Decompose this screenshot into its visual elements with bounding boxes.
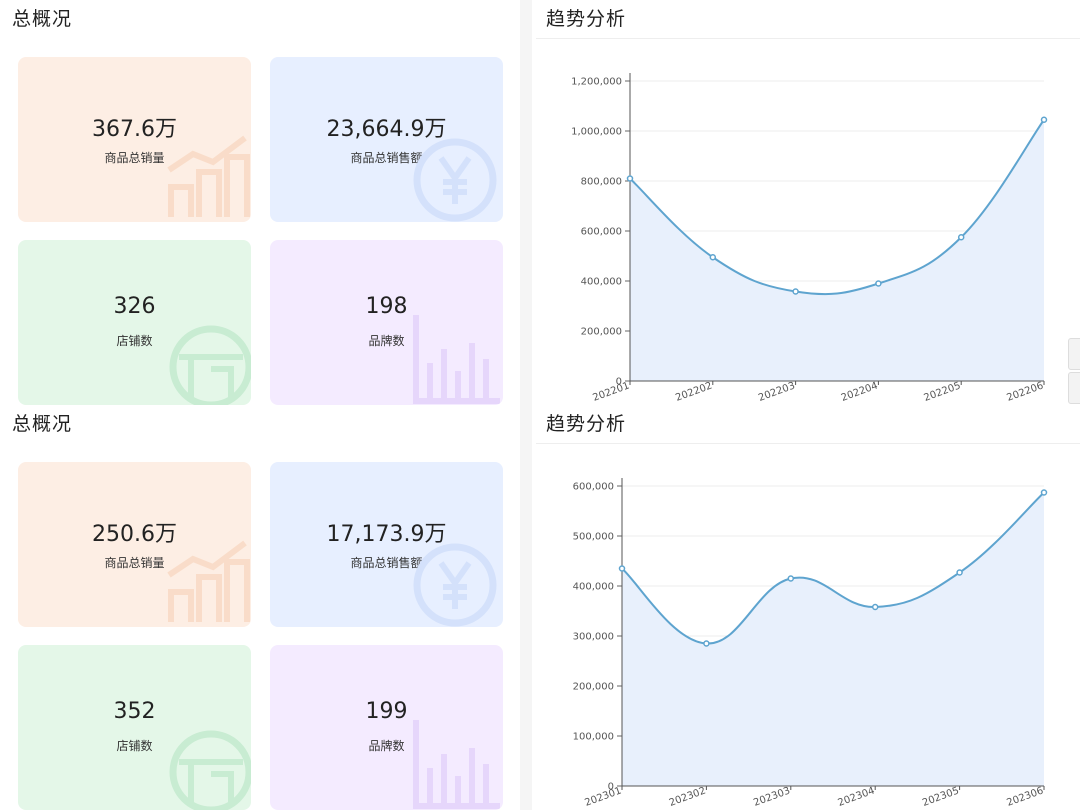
y-tick-label: 600,000 [581,227,622,238]
series-line [629,119,1045,296]
data-point-202206[interactable] [1040,116,1048,123]
data-point-202304[interactable] [871,603,879,611]
y-tick-label: 100,000 [573,732,614,743]
overview-title: 总概况 [12,8,73,30]
data-point-202203[interactable] [792,288,799,295]
brand-count-value: 198 [365,294,408,319]
trend-chart-2022: 0 200,000 400,000 600,000 800,000 1,000,000 1,… [571,73,1048,404]
x-tick-label: 202201 [591,380,631,403]
y-tick-label: 0 [616,377,622,388]
sales-amount-label: 商品总销售额 [350,151,423,165]
brand-count-card: 199 品牌数 [270,645,503,810]
column-divider [520,0,532,405]
series-area [630,119,1044,381]
sales-amount-card: 23,664.9万 商品总销售额 [270,57,503,222]
column-divider [520,405,532,810]
data-point-202201[interactable] [626,175,634,182]
y-tick-label: 300,000 [573,632,614,643]
store-count-card: 326 店铺数 [18,240,251,405]
data-point-202302[interactable] [703,640,710,647]
yen-coin-icon [413,138,497,222]
brand-count-card: 198 品牌数 [270,240,503,405]
x-tick-label: 202302 [668,785,708,808]
y-tick-label: 1,000,000 [571,127,622,138]
x-tick-label: 202303 [752,785,792,808]
x-tick-label: 202301 [583,785,623,808]
trend-chart-2023: 0 100,000 200,000 300,000 400,000 500,000 600,… [573,478,1048,809]
trend-title: 趋势分析 [546,413,627,435]
y-tick-label: 400,000 [581,277,622,288]
sales-volume-card: 367.6万 商品总销量 [18,57,251,222]
x-tick-label: 202304 [837,785,877,808]
x-tick-label: 202306 [1005,785,1045,808]
data-point-202202[interactable] [709,254,717,261]
sales-volume-label: 商品总销量 [104,151,165,165]
data-point-202306[interactable] [1040,489,1048,496]
trend-header-divider [536,38,1080,39]
sales-volume-card: 250.6万 商品总销量 [18,462,251,627]
y-tick-label: 0 [608,782,614,793]
data-point-202204[interactable] [875,280,882,287]
sales-volume-value: 367.6万 [92,117,177,142]
brand-count-label: 品牌数 [368,739,405,753]
side-toolbar-tab[interactable] [1068,372,1080,404]
store-count-card: 352 店铺数 [18,645,251,810]
column-chart-icon [413,315,500,404]
y-tick-label: 600,000 [573,482,614,493]
data-point-202305[interactable] [956,569,963,576]
store-icon [169,325,251,405]
dashboard-panel-2023: 总概况 趋势分析 250.6万 商品总销量 17,173.9万 商品总销售额 [0,405,1080,810]
sales-amount-label: 商品总销售额 [350,556,423,570]
x-tick-label: 202202 [674,380,714,403]
y-tick-label: 200,000 [581,327,622,338]
brand-count-label: 品牌数 [368,334,405,348]
overview-title: 总概况 [12,413,73,435]
trend-header-divider [536,443,1080,444]
y-tick-label: 500,000 [573,532,614,543]
side-toolbar-tab[interactable] [1068,338,1080,370]
x-tick-label: 202204 [840,380,880,403]
sales-amount-value: 23,664.9万 [326,117,447,142]
store-count-label: 店铺数 [116,739,153,753]
y-tick-label: 1,200,000 [571,77,622,88]
store-icon [169,730,251,810]
bar-chart-icon [167,540,250,622]
store-count-value: 352 [113,699,156,724]
series-line [621,491,1045,645]
column-chart-icon [413,720,500,809]
series-area [622,492,1044,786]
sales-volume-label: 商品总销量 [104,556,165,570]
x-tick-label: 202305 [921,785,961,808]
sales-volume-value: 250.6万 [92,522,177,547]
data-point-202301[interactable] [618,565,626,572]
bar-chart-icon [167,135,250,217]
x-tick-label: 202203 [757,380,797,403]
sales-amount-card: 17,173.9万 商品总销售额 [270,462,503,627]
trend-title: 趋势分析 [546,8,627,30]
store-count-label: 店铺数 [116,334,153,348]
y-tick-label: 800,000 [581,177,622,188]
y-tick-label: 200,000 [573,682,614,693]
dashboard-panel-2022: 总概况 趋势分析 367.6万 商品总销量 23,664.9万 商品总销售额 [12,0,1080,405]
brand-count-value: 199 [365,699,408,724]
sales-amount-value: 17,173.9万 [326,522,447,547]
yen-coin-icon [413,543,497,627]
store-count-value: 326 [113,294,156,319]
data-point-202205[interactable] [957,234,965,241]
x-tick-label: 202206 [1005,380,1045,403]
data-point-202303[interactable] [787,575,795,582]
y-tick-label: 400,000 [573,582,614,593]
x-tick-label: 202205 [923,380,963,403]
